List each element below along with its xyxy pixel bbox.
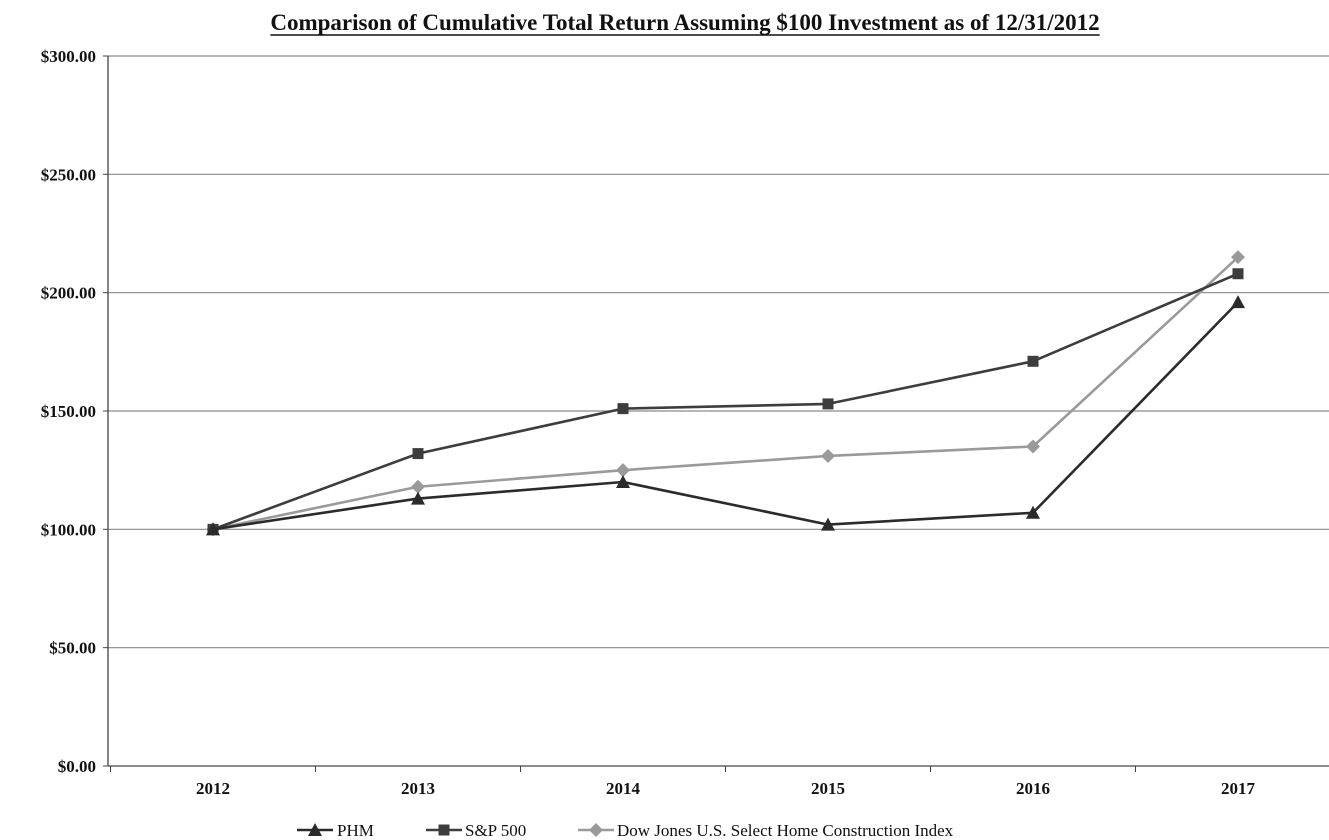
data-point-2-4: [1026, 439, 1040, 454]
series-layer: [206, 250, 1245, 537]
axes: [103, 55, 1329, 772]
data-point-1-1: [412, 448, 424, 460]
legend-item-0: PHM: [297, 821, 374, 840]
series-0: [206, 295, 1245, 536]
data-point-1-2: [617, 403, 629, 415]
legend: PHM S&P 500 Dow Jones U.S. Select Home Con…: [297, 821, 954, 840]
y-tick-label: $50.00: [49, 639, 96, 658]
legend-marker-0: [308, 823, 322, 836]
x-axis-ticks: 2012 2013 2014 2015 2016 2017: [196, 779, 1256, 798]
data-point-0-4: [1026, 505, 1040, 519]
x-tick-label: 2017: [1221, 779, 1256, 798]
data-point-0-2: [616, 475, 630, 488]
data-point-1-4: [1027, 355, 1039, 367]
data-point-2-5: [1231, 250, 1245, 265]
chart-title: Comparison of Cumulative Total Return As…: [270, 10, 1099, 35]
data-point-1-5: [1232, 268, 1244, 280]
gridlines: [108, 55, 1329, 649]
data-point-2-1: [411, 479, 425, 494]
series-1: [207, 268, 1244, 535]
legend-item-2: Dow Jones U.S. Select Home Construction …: [578, 821, 954, 840]
y-tick-label: $300.00: [41, 47, 96, 66]
data-point-0-3: [821, 517, 835, 531]
x-tick-label: 2013: [401, 779, 435, 798]
y-tick-label: $250.00: [41, 165, 96, 184]
data-point-1-3: [822, 398, 834, 410]
data-point-0-5: [1231, 295, 1245, 309]
y-axis-ticks: $0.00 $50.00 $100.00 $150.00 $200.00 $250.00 $…: [41, 47, 96, 776]
series-line-1: [212, 272, 1239, 531]
x-tick-label: 2014: [606, 779, 641, 798]
legend-marker-2: [589, 823, 603, 837]
legend-item-1: S&P 500: [426, 821, 526, 840]
y-tick-label: $0.00: [58, 757, 96, 776]
x-tick-label: 2015: [811, 779, 845, 798]
chart-title-group: Comparison of Cumulative Total Return As…: [270, 10, 1100, 36]
legend-marker-1: [438, 824, 450, 836]
data-point-0-0: [206, 522, 220, 536]
series-line-0: [212, 301, 1239, 531]
legend-label-2: Dow Jones U.S. Select Home Construction …: [617, 821, 954, 840]
legend-label-1: S&P 500: [465, 821, 526, 840]
y-tick-label: $150.00: [41, 402, 96, 421]
y-tick-label: $100.00: [41, 520, 96, 539]
data-point-2-2: [616, 463, 630, 478]
series-line-2: [212, 256, 1239, 531]
y-tick-label: $200.00: [41, 284, 96, 303]
legend-label-0: PHM: [337, 821, 374, 840]
x-tick-label: 2016: [1016, 779, 1050, 798]
x-tick-label: 2012: [196, 779, 230, 798]
data-point-0-1: [411, 491, 425, 505]
data-point-2-3: [821, 448, 835, 463]
